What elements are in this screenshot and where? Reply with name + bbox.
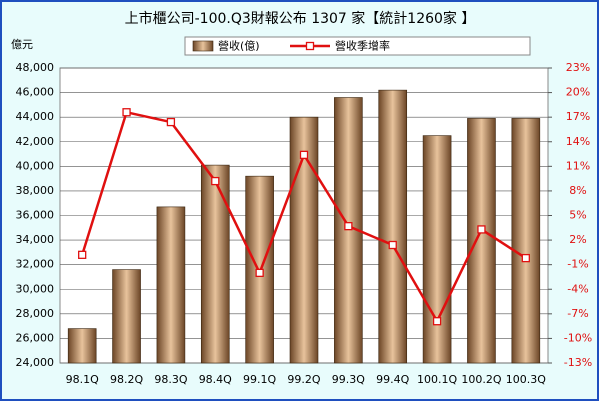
- y2-tick-label: -7%: [567, 307, 588, 320]
- y-tick-label: 32,000: [16, 258, 55, 271]
- bar: [200, 164, 230, 364]
- x-tick-label: 98.2Q: [110, 373, 143, 386]
- y2-tick-label: 8%: [569, 184, 586, 197]
- marker: [78, 250, 87, 259]
- marker: [255, 268, 264, 278]
- y2-tick-label: -4%: [567, 282, 588, 295]
- legend-swatch: [192, 40, 214, 52]
- bar: [422, 135, 452, 364]
- bar: [467, 118, 496, 364]
- bar: [67, 328, 97, 364]
- y2-tick-label: -10%: [564, 331, 592, 344]
- legend-label: 營收季增率: [335, 39, 390, 53]
- legend-label: 營收(億): [218, 39, 260, 53]
- y-tick-label: 30,000: [16, 282, 55, 295]
- y-tick-label: 40,000: [16, 159, 55, 172]
- y-tick-label: 38,000: [16, 184, 55, 197]
- y2-tick-label: 14%: [566, 135, 590, 148]
- bar: [112, 269, 141, 364]
- y-tick-label: 34,000: [16, 233, 55, 246]
- y-tick-label: 46,000: [16, 86, 55, 99]
- bar: [378, 89, 408, 364]
- y2-tick-label: 17%: [566, 110, 590, 123]
- x-tick-label: 99.3Q: [332, 373, 365, 386]
- x-tick-label: 99.4Q: [376, 373, 409, 386]
- marker: [388, 240, 397, 250]
- y-tick-label: 24,000: [16, 356, 55, 369]
- y2-tick-label: 23%: [566, 61, 590, 74]
- x-tick-label: 98.1Q: [66, 373, 99, 386]
- marker: [166, 117, 176, 127]
- x-tick-label: 98.3Q: [154, 373, 187, 386]
- marker: [432, 317, 442, 326]
- legend-marker: [305, 41, 315, 51]
- marker: [477, 225, 486, 234]
- marker: [344, 222, 353, 231]
- marker: [521, 253, 530, 263]
- y2-tick-label: 2%: [569, 233, 586, 246]
- x-tick-label: 100.3Q: [506, 373, 546, 386]
- bar: [156, 206, 186, 364]
- x-tick-label: 99.1Q: [243, 373, 276, 386]
- chart-title: 上市櫃公司-100.Q3財報公布 1307 家【統計1260家 】: [125, 10, 476, 27]
- y2-tick-label: -13%: [564, 356, 592, 369]
- bar: [511, 118, 541, 364]
- y-axis-label: 億元: [11, 38, 33, 51]
- y2-tick-label: 20%: [566, 86, 590, 99]
- y-tick-label: 36,000: [16, 209, 55, 222]
- marker: [211, 176, 220, 186]
- y-tick-label: 48,000: [16, 61, 55, 74]
- x-tick-label: 98.4Q: [199, 373, 232, 386]
- x-tick-label: 100.2Q: [461, 373, 501, 386]
- x-tick-label: 100.1Q: [417, 373, 457, 386]
- y2-tick-label: 5%: [569, 209, 586, 222]
- y-tick-label: 42,000: [16, 135, 55, 148]
- marker: [299, 150, 309, 160]
- y-tick-label: 44,000: [16, 110, 55, 123]
- y2-tick-label: -1%: [567, 258, 588, 271]
- marker: [122, 108, 131, 117]
- y2-tick-label: 11%: [566, 159, 590, 172]
- y-tick-label: 28,000: [16, 307, 55, 320]
- x-tick-label: 99.2Q: [287, 373, 320, 386]
- legend: [184, 36, 531, 56]
- y-tick-label: 26,000: [16, 331, 55, 344]
